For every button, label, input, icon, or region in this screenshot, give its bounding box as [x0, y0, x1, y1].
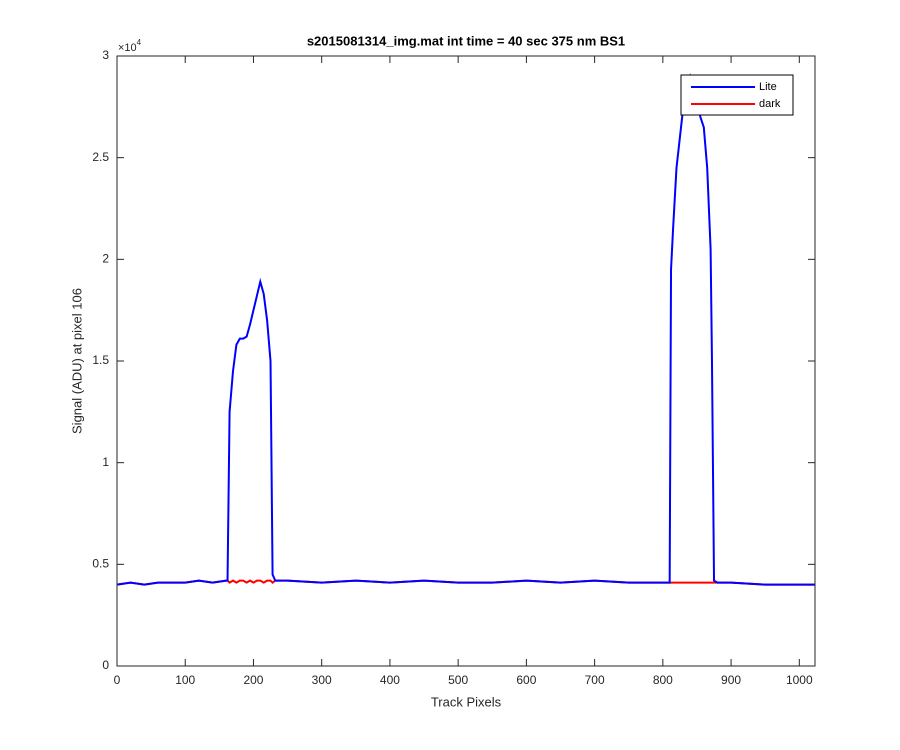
x-tick-label: 800 — [653, 673, 673, 687]
line-series — [116, 73, 815, 586]
x-tick-label: 0 — [114, 673, 121, 687]
y-tick-label: 0 — [102, 658, 109, 672]
y-tick-label: 2.5 — [92, 150, 109, 164]
x-tick-label: 300 — [312, 673, 332, 687]
chart-title: s2015081314_img.mat int time = 40 sec 37… — [307, 33, 625, 48]
x-axis-label: Track Pixels — [431, 694, 502, 709]
x-tick-label: 1000 — [786, 673, 813, 687]
x-tick-label: 700 — [585, 673, 605, 687]
legend-label: dark — [759, 98, 781, 110]
legend-label: Lite — [759, 81, 777, 93]
legend-box — [680, 74, 794, 116]
y-tick-label: 1.5 — [92, 353, 109, 367]
plot-frame — [116, 55, 816, 667]
x-tick-label: 200 — [243, 673, 263, 687]
y-scale-label: ×104 — [118, 38, 142, 54]
y-axis-label: Signal (ADU) at pixel 106 — [69, 288, 84, 434]
y-tick-label: 1 — [102, 455, 109, 469]
y-scale-base: ×10 — [118, 42, 137, 54]
y-tick-label: 0.5 — [92, 557, 109, 571]
x-tick-label: 100 — [175, 673, 195, 687]
x-tick-label: 500 — [448, 673, 468, 687]
y-scale-exponent: 4 — [137, 38, 142, 47]
x-tick-label: 600 — [516, 673, 536, 687]
y-tick-label: 2 — [102, 252, 109, 266]
x-tick-label: 900 — [721, 673, 741, 687]
x-tick-label: 400 — [380, 673, 400, 687]
y-tick-label: 3 — [102, 48, 109, 62]
